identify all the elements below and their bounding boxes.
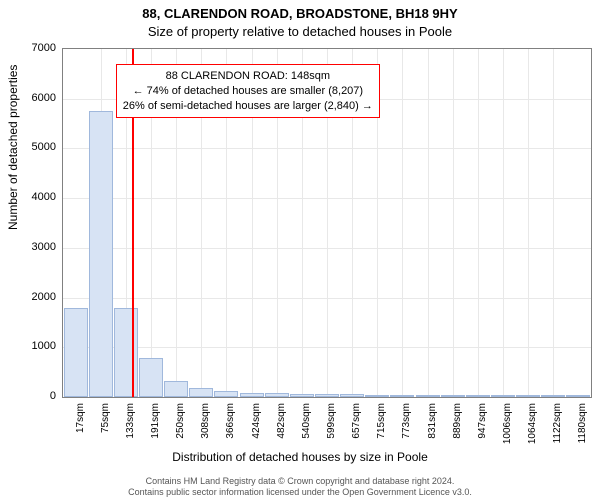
x-tick-label: 947sqm [477, 403, 488, 439]
gridline-v [453, 49, 454, 397]
title-main: 88, CLARENDON ROAD, BROADSTONE, BH18 9HY [0, 6, 600, 21]
histogram-bar [541, 395, 565, 397]
x-tick-label: 191sqm [150, 403, 161, 439]
y-tick-label: 3000 [32, 241, 56, 253]
y-tick-label: 7000 [32, 42, 56, 54]
x-tick-label: 17sqm [75, 403, 86, 433]
histogram-bar [340, 394, 364, 397]
x-tick-label: 540sqm [301, 403, 312, 439]
footer-attribution: Contains HM Land Registry data © Crown c… [0, 476, 600, 499]
gridline-v [478, 49, 479, 397]
x-axis-label: Distribution of detached houses by size … [0, 450, 600, 464]
histogram-bar [566, 395, 590, 397]
x-tick-label: 1006sqm [502, 403, 513, 444]
x-tick-label: 831sqm [427, 403, 438, 439]
gridline-v [503, 49, 504, 397]
x-tick-label: 657sqm [351, 403, 362, 439]
histogram-bar [390, 395, 414, 397]
y-tick-label: 0 [50, 390, 56, 402]
gridline-v [402, 49, 403, 397]
histogram-bar [491, 395, 515, 397]
x-tick-labels: 17sqm 75sqm 133sqm 191sqm 250sqm 308sqm 366sqm… [62, 399, 592, 449]
histogram-bar [315, 394, 339, 397]
histogram-bar [516, 395, 540, 397]
gridline-v [553, 49, 554, 397]
histogram-bar [240, 393, 264, 397]
x-tick-label: 1180sqm [577, 403, 588, 443]
annotation-line: 26% of semi-detached houses are larger (… [123, 99, 373, 114]
x-tick-label: 1064sqm [527, 403, 538, 444]
chart-container: 88, CLARENDON ROAD, BROADSTONE, BH18 9HY… [0, 0, 600, 500]
histogram-bar [114, 308, 138, 397]
histogram-bar [265, 393, 289, 397]
annotation-line: ← 74% of detached houses are smaller (8,… [123, 84, 373, 99]
footer-line-1: Contains HM Land Registry data © Crown c… [0, 476, 600, 487]
y-tick-label: 4000 [32, 191, 56, 203]
histogram-bar [365, 395, 389, 397]
x-tick-label: 75sqm [100, 403, 111, 433]
title-sub: Size of property relative to detached ho… [0, 24, 600, 39]
footer-line-2: Contains public sector information licen… [0, 487, 600, 498]
y-tick-labels: 01000200030004000500060007000 [0, 48, 60, 398]
histogram-bar [441, 395, 465, 397]
gridline-v [428, 49, 429, 397]
y-tick-label: 5000 [32, 141, 56, 153]
y-tick-label: 2000 [32, 291, 56, 303]
histogram-bar [64, 308, 88, 397]
x-tick-label: 715sqm [376, 403, 387, 439]
histogram-bar [89, 111, 113, 397]
x-tick-label: 308sqm [200, 403, 211, 439]
histogram-bar [164, 381, 188, 397]
x-tick-label: 366sqm [225, 403, 236, 439]
histogram-bar [466, 395, 490, 397]
gridline-v [528, 49, 529, 397]
plot-area: 88 CLARENDON ROAD: 148sqm← 74% of detach… [62, 48, 592, 398]
histogram-bar [290, 394, 314, 397]
annotation-box: 88 CLARENDON ROAD: 148sqm← 74% of detach… [116, 64, 380, 119]
x-tick-label: 773sqm [401, 403, 412, 439]
x-tick-label: 599sqm [326, 403, 337, 439]
x-tick-label: 133sqm [125, 403, 136, 439]
annotation-line: 88 CLARENDON ROAD: 148sqm [123, 69, 373, 84]
x-tick-label: 1122sqm [552, 403, 563, 443]
histogram-bar [416, 395, 440, 397]
histogram-bar [189, 388, 213, 397]
y-tick-label: 6000 [32, 92, 56, 104]
x-tick-label: 250sqm [175, 403, 186, 439]
histogram-bar [139, 358, 163, 397]
y-tick-label: 1000 [32, 340, 56, 352]
x-tick-label: 889sqm [452, 403, 463, 439]
histogram-bar [214, 391, 238, 397]
x-tick-label: 482sqm [276, 403, 287, 439]
x-tick-label: 424sqm [251, 403, 262, 439]
